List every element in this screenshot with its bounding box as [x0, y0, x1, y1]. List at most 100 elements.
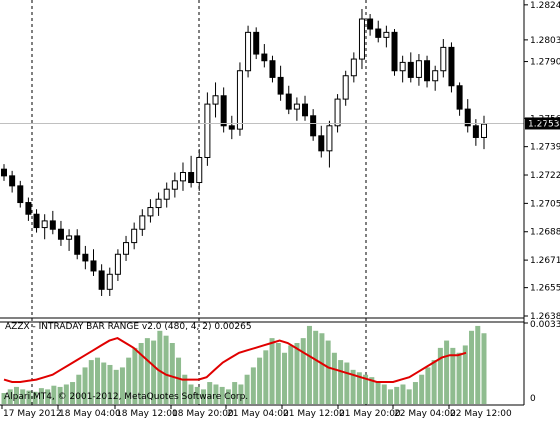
- candle-body-bull: [66, 235, 73, 240]
- range-bar: [119, 367, 125, 404]
- candle-body-bear: [33, 213, 40, 229]
- candle: [179, 162, 186, 191]
- price-tick-label: 1.27055: [530, 199, 560, 209]
- price-tick-label: 1.26550: [530, 284, 560, 294]
- candle: [464, 99, 471, 133]
- candle: [98, 264, 105, 296]
- candle-body-bull: [163, 188, 170, 200]
- range-bar: [288, 345, 294, 404]
- candle-body-bull: [204, 103, 211, 158]
- range-bar: [232, 382, 238, 404]
- candle-body-bear: [228, 125, 235, 130]
- candles-group: [1, 9, 487, 296]
- range-bar: [475, 325, 481, 404]
- range-bar: [132, 347, 138, 404]
- candle: [448, 42, 455, 93]
- range-bar: [313, 330, 319, 404]
- candle: [114, 249, 121, 281]
- candle-body-bear: [188, 172, 195, 184]
- range-bar: [406, 389, 412, 404]
- candle: [17, 180, 24, 208]
- range-bar: [437, 347, 443, 404]
- candle-body-bull: [155, 198, 162, 209]
- range-bar: [325, 340, 331, 404]
- candle-body-bear: [375, 28, 382, 38]
- candle: [277, 65, 284, 101]
- candle: [90, 249, 97, 276]
- range-bar: [444, 340, 450, 404]
- range-bar: [207, 382, 213, 404]
- candle-body-bull: [432, 70, 439, 82]
- range-bar: [157, 330, 163, 404]
- candle-body-bull: [481, 123, 487, 138]
- range-bar: [26, 390, 32, 404]
- candle: [440, 39, 447, 78]
- indicator-axis-group: 0.00332 0: [524, 320, 560, 404]
- price-tick-label: 1.28035: [530, 36, 560, 46]
- candle: [261, 44, 268, 68]
- range-bar: [188, 384, 194, 404]
- candle-body-bear: [407, 61, 414, 78]
- period-separators: [31, 0, 367, 405]
- candle: [269, 55, 276, 83]
- range-bar: [82, 367, 88, 404]
- candle: [123, 235, 130, 261]
- time-tick-label: 21 May 12:00: [283, 409, 345, 419]
- range-bar: [126, 357, 132, 404]
- candle: [1, 164, 7, 181]
- range-bar: [13, 386, 19, 404]
- candle: [33, 209, 40, 233]
- range-bar: [45, 389, 51, 404]
- range-bar: [244, 374, 250, 404]
- candle-body-bull: [293, 103, 300, 110]
- candle-body-bear: [17, 185, 24, 204]
- candle: [481, 115, 487, 150]
- candle-body-bear: [391, 31, 398, 72]
- candle: [318, 125, 325, 158]
- candle-body-bull: [123, 242, 130, 255]
- range-bars-group: [1, 325, 487, 404]
- range-bar: [200, 389, 206, 404]
- range-bar: [194, 386, 200, 404]
- price-tick-label: 1.28245: [530, 1, 560, 11]
- candle: [49, 210, 56, 235]
- candle: [245, 25, 252, 78]
- price-tick-label: 1.27225: [530, 171, 560, 181]
- range-bar: [294, 343, 300, 404]
- range-bar: [144, 338, 150, 404]
- candle: [155, 192, 162, 216]
- candle: [163, 182, 170, 208]
- range-bar: [456, 352, 462, 404]
- range-bar: [51, 385, 57, 404]
- candle: [391, 29, 398, 76]
- candle-body-bear: [302, 103, 309, 117]
- time-tick-label: 22 May 04:00: [394, 409, 456, 419]
- indicator-tick-label: 0.00332: [530, 320, 560, 330]
- current-price-box: [525, 117, 560, 130]
- candle-body-bear: [57, 228, 64, 240]
- range-bar: [381, 384, 387, 404]
- time-tick-label: 18 May 12:00: [116, 409, 178, 419]
- candle: [302, 95, 309, 121]
- range-bar: [319, 333, 325, 404]
- range-bar: [76, 374, 82, 404]
- range-bar: [462, 345, 468, 404]
- candle-body-bear: [367, 18, 374, 30]
- range-bar: [1, 393, 7, 404]
- candle-body-bull: [196, 156, 203, 184]
- range-bar: [219, 386, 225, 404]
- candle-body-bear: [49, 220, 56, 230]
- range-bar: [338, 360, 344, 404]
- time-tick-label: 21 May 04:00: [227, 409, 289, 419]
- range-bar: [32, 391, 38, 404]
- candle-body-bull: [139, 215, 146, 230]
- candle: [350, 52, 357, 83]
- candle-body-bear: [285, 93, 292, 110]
- range-bar: [151, 340, 157, 404]
- range-bar: [387, 389, 393, 404]
- range-bar: [95, 357, 101, 404]
- candle-body-bear: [90, 260, 97, 272]
- range-bar: [269, 338, 275, 404]
- candle-body-bull: [334, 98, 341, 127]
- candle: [57, 220, 64, 246]
